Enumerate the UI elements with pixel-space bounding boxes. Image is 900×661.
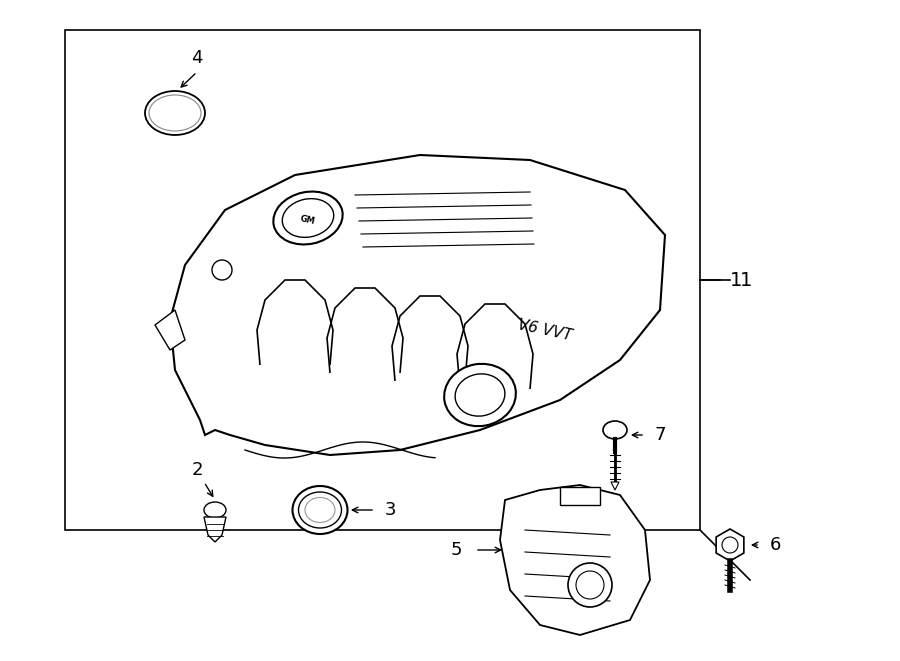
Text: 5: 5 bbox=[451, 541, 462, 559]
Polygon shape bbox=[155, 310, 185, 350]
Ellipse shape bbox=[149, 95, 201, 131]
Ellipse shape bbox=[455, 374, 505, 416]
Text: 7: 7 bbox=[655, 426, 667, 444]
Text: 1: 1 bbox=[730, 270, 742, 290]
Text: V6 VVT: V6 VVT bbox=[517, 317, 573, 343]
Text: 1: 1 bbox=[740, 270, 752, 290]
Circle shape bbox=[568, 563, 612, 607]
Ellipse shape bbox=[299, 492, 341, 528]
Circle shape bbox=[576, 571, 604, 599]
Text: 4: 4 bbox=[191, 49, 202, 67]
Polygon shape bbox=[204, 517, 226, 542]
Text: 3: 3 bbox=[385, 501, 397, 519]
Polygon shape bbox=[560, 487, 600, 505]
Ellipse shape bbox=[305, 498, 335, 522]
Circle shape bbox=[722, 537, 738, 553]
Ellipse shape bbox=[444, 364, 516, 426]
Ellipse shape bbox=[292, 486, 347, 534]
Ellipse shape bbox=[145, 91, 205, 135]
Polygon shape bbox=[500, 485, 650, 635]
Ellipse shape bbox=[274, 192, 343, 245]
Text: 2: 2 bbox=[191, 461, 202, 479]
Text: GM: GM bbox=[300, 214, 316, 226]
Ellipse shape bbox=[603, 421, 627, 439]
Polygon shape bbox=[170, 155, 665, 455]
Polygon shape bbox=[611, 482, 619, 490]
Ellipse shape bbox=[204, 502, 226, 518]
Bar bbox=[65, 30, 700, 530]
Circle shape bbox=[212, 260, 232, 280]
Ellipse shape bbox=[283, 199, 334, 237]
Text: 6: 6 bbox=[770, 536, 781, 554]
